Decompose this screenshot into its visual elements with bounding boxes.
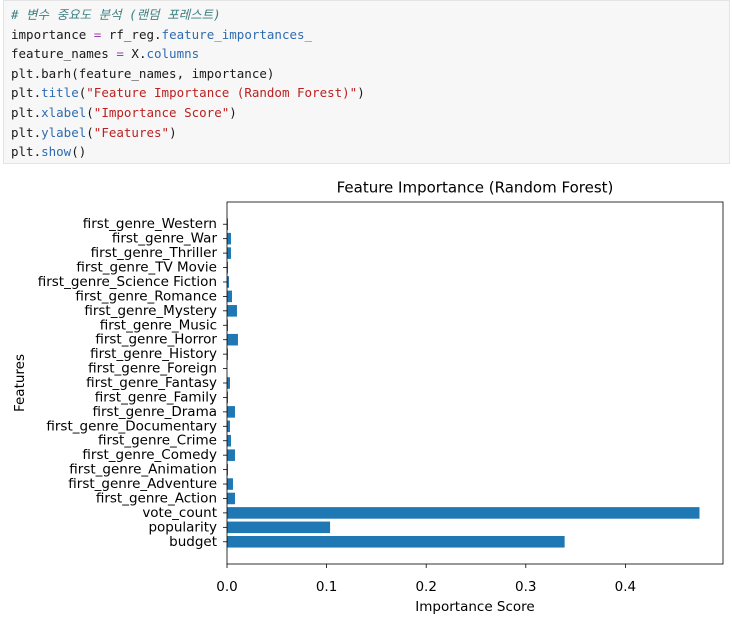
bar <box>227 391 228 404</box>
y-tick-label: first_genre_Drama <box>92 404 217 420</box>
code-token: show <box>41 144 72 160</box>
code-token: plt. <box>11 85 42 101</box>
y-tick-label: first_genre_Comedy <box>82 447 217 463</box>
code-token: ( <box>86 104 94 120</box>
code-token: "Feature Importance (Random Forest)" <box>86 85 358 101</box>
bar <box>227 521 331 534</box>
code-token: plt. <box>11 104 42 120</box>
code-line: importance = rf_reg.feature_importances_ <box>11 25 729 45</box>
code-line: plt.barh(feature_names, importance) <box>11 64 729 84</box>
bar <box>227 463 228 476</box>
code-token: columns <box>146 46 200 62</box>
bar <box>227 535 565 548</box>
bar <box>227 218 228 231</box>
code-line: plt.xlabel("Importance Score") <box>11 103 729 123</box>
y-tick-label: first_genre_Family <box>95 389 217 405</box>
x-tick-label: 0.2 <box>415 579 436 595</box>
bar <box>227 290 232 303</box>
code-token: rf_reg. <box>101 26 162 42</box>
code-line: plt.title("Feature Importance (Random Fo… <box>11 83 729 103</box>
y-tick-label: budget <box>169 534 217 550</box>
bar <box>227 333 238 346</box>
code-token: ) <box>357 85 365 101</box>
y-tick-label: first_genre_History <box>90 346 217 362</box>
code-token: plt. <box>11 124 42 140</box>
y-tick-label: first_genre_Adventure <box>68 476 217 492</box>
bar <box>227 261 228 274</box>
y-tick-label: first_genre_Mystery <box>84 303 217 319</box>
code-token: plt.barh(feature_names, importance) <box>11 65 275 81</box>
code-token: X. <box>123 46 147 62</box>
y-tick-label: first_genre_Western <box>83 216 217 232</box>
y-tick-label: first_genre_Science Fiction <box>38 274 217 290</box>
code-token: feature_names <box>11 46 117 62</box>
y-tick-label: first_genre_Music <box>100 317 217 333</box>
y-tick-label: first_genre_War <box>112 231 218 247</box>
plot-frame <box>226 201 724 565</box>
code-token: "Importance Score" <box>93 104 230 120</box>
code-token: ( <box>78 85 87 101</box>
y-tick-label: popularity <box>148 519 217 535</box>
code-token: = <box>116 46 124 62</box>
y-tick-label: first_genre_Action <box>96 490 217 506</box>
code-token: () <box>71 144 87 160</box>
bar <box>227 507 700 519</box>
bar <box>227 377 230 389</box>
bar <box>227 247 231 259</box>
y-tick-label: first_genre_Fantasy <box>86 375 217 391</box>
y-tick-label: first_genre_TV Movie <box>76 260 217 276</box>
bar <box>227 420 230 433</box>
code-token: "Features" <box>93 124 170 140</box>
bar <box>227 305 237 317</box>
x-tick-label: 0.3 <box>515 579 536 595</box>
code-token: ) <box>229 104 237 120</box>
bar <box>227 434 231 447</box>
x-tick-label: 0.4 <box>615 579 636 595</box>
y-tick-label: first_genre_Crime <box>98 433 217 449</box>
code-token: ( <box>86 124 94 140</box>
bar <box>227 406 235 418</box>
y-tick-label: first_genre_Foreign <box>88 361 217 377</box>
code-token: title <box>41 85 79 101</box>
y-axis-label: Features <box>12 354 28 412</box>
y-tick-label: vote_count <box>142 505 217 521</box>
y-tick-label: first_genre_Documentary <box>46 418 217 434</box>
bar <box>227 492 235 505</box>
bar <box>227 449 235 461</box>
code-line: # 변수 중요도 분석 (랜덤 포레스트) <box>11 5 729 25</box>
code-line: plt.ylabel("Features") <box>11 123 729 143</box>
bar <box>227 276 229 288</box>
x-tick-label: 0.0 <box>216 579 237 595</box>
x-axis-label: Importance Score <box>415 599 534 615</box>
code-token: importance <box>11 26 94 42</box>
bar <box>227 319 228 332</box>
code-token: ) <box>169 124 177 140</box>
code-token: = <box>93 26 102 42</box>
code-token: ylabel <box>41 124 87 140</box>
code-cell: # 변수 중요도 분석 (랜덤 포레스트) importance = rf_reg… <box>3 0 730 164</box>
code-line: plt.show() <box>11 142 729 162</box>
code-token: feature_importances_ <box>161 26 313 42</box>
bar <box>227 478 233 490</box>
code-token: # 변수 중요도 분석 (랜덤 포레스트) <box>11 7 221 22</box>
y-tick-label: first_genre_Animation <box>69 462 217 478</box>
x-tick-label: 0.1 <box>316 579 337 595</box>
bar <box>227 232 231 245</box>
chart-title: Feature Importance (Random Forest) <box>337 179 614 197</box>
y-tick-label: first_genre_Horror <box>95 332 217 348</box>
code-token: xlabel <box>41 104 87 120</box>
bar <box>227 348 228 360</box>
y-tick-label: first_genre_Thriller <box>91 245 218 261</box>
code-line: feature_names = X.columns <box>11 44 729 64</box>
y-tick-label: first_genre_Romance <box>75 288 217 304</box>
code-token: plt. <box>11 144 42 160</box>
